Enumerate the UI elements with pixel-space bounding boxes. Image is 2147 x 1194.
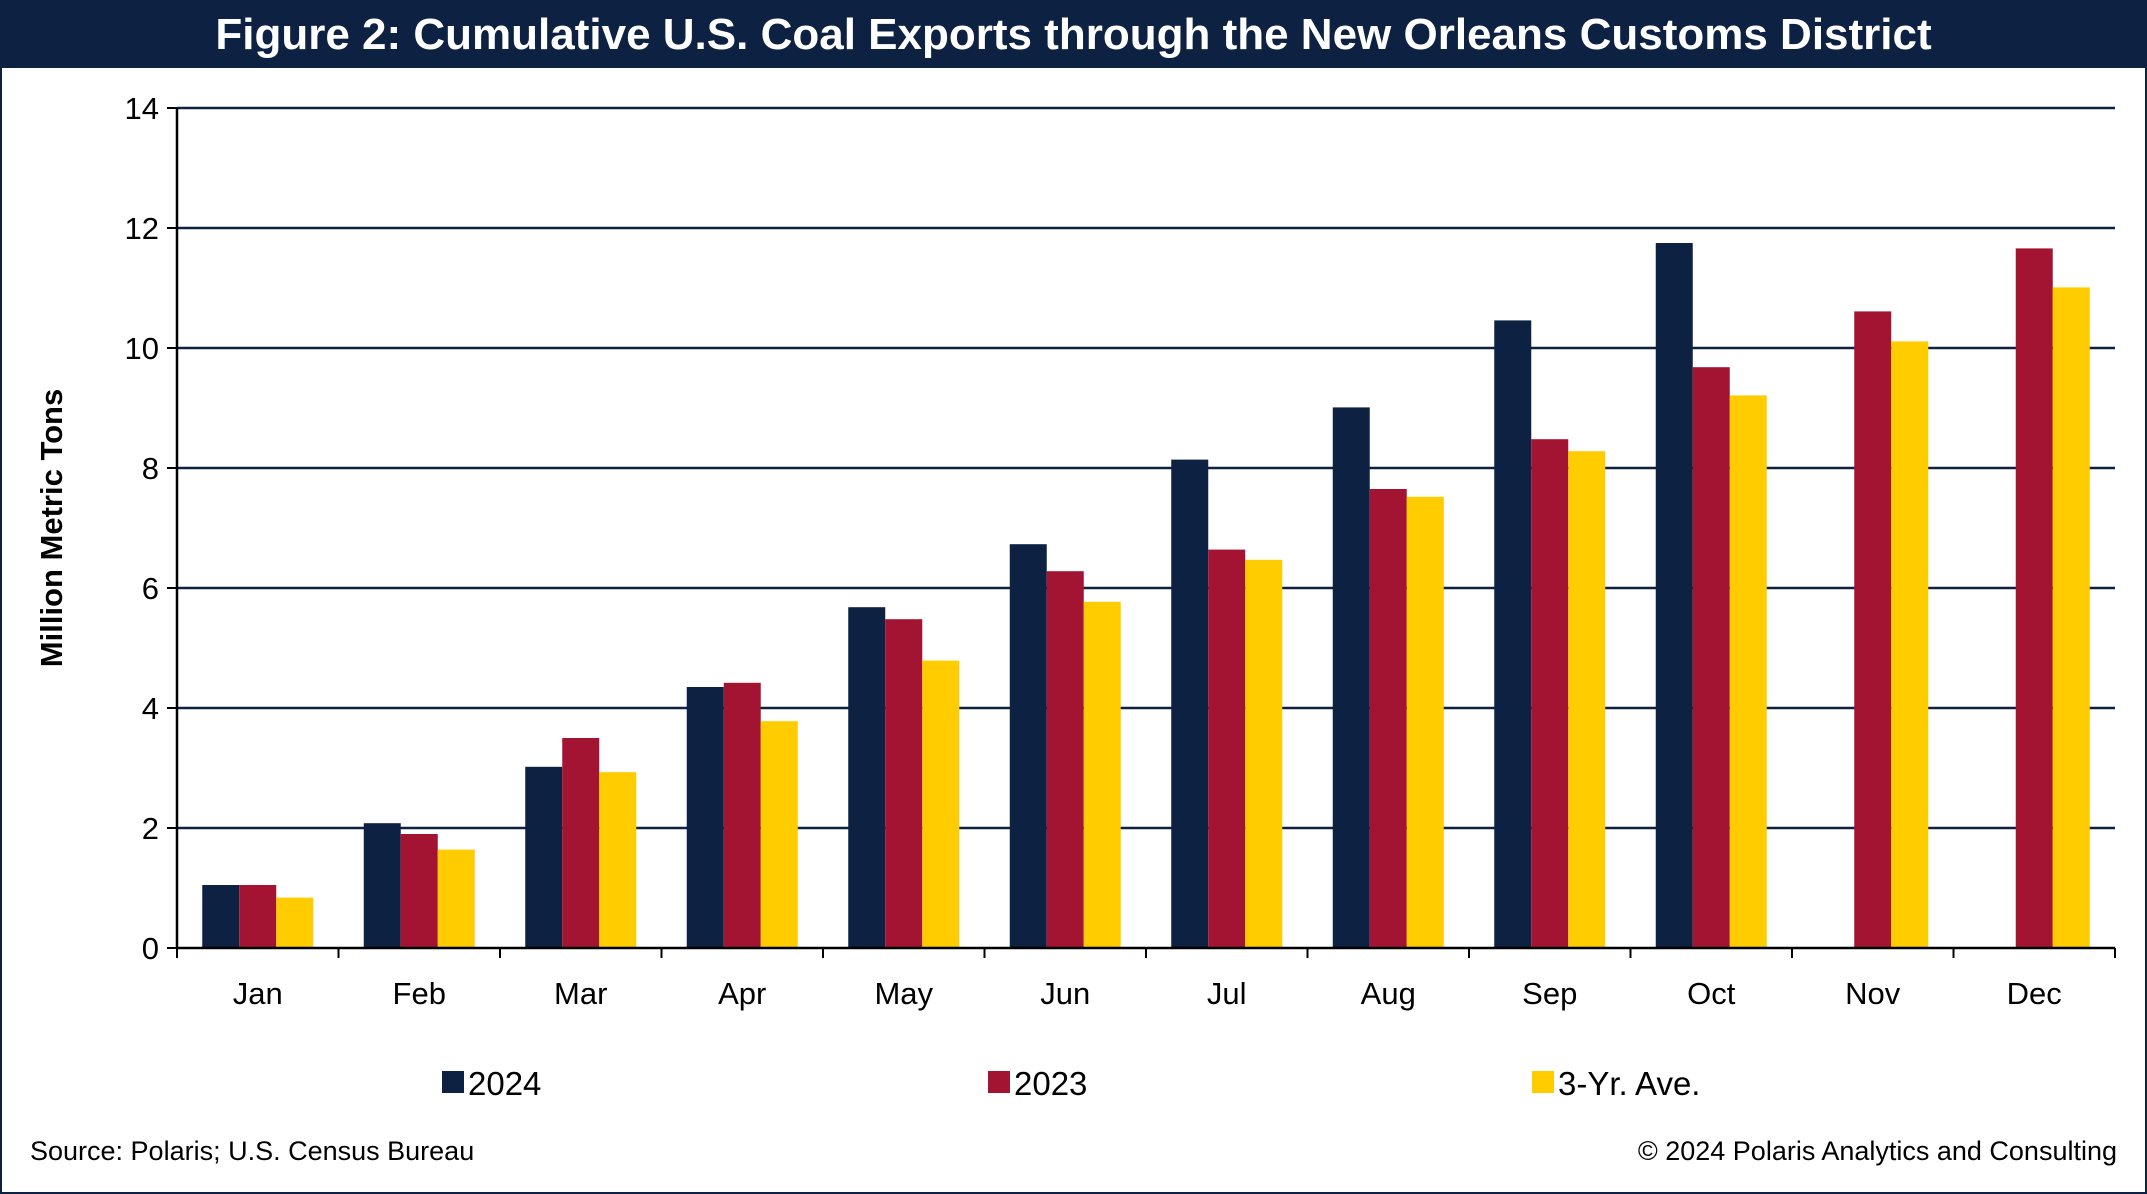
x-tick-label: Dec (2007, 976, 2062, 1011)
bar-mar-2024 (525, 766, 563, 948)
y-axis-label: Million Metric Tons (34, 389, 69, 667)
x-tick-label: Jul (1207, 976, 1247, 1011)
legend-swatch (988, 1071, 1010, 1093)
bar-may-3yr-ave (922, 660, 960, 948)
bar-feb-2024 (363, 823, 401, 948)
bar-nov-2023 (1854, 311, 1892, 948)
legend-label: 3-Yr. Ave. (1558, 1065, 1700, 1102)
bar-jan-2024 (202, 885, 240, 948)
grid-lines (177, 106, 2115, 830)
x-tick-label: May (874, 976, 933, 1011)
bar-nov-3yr-ave (1891, 341, 1929, 948)
bar-jan-3yr-ave (276, 897, 314, 948)
bar-oct-2023 (1692, 367, 1730, 948)
y-tick-label: 2 (142, 811, 159, 846)
bar-mar-3yr-ave (599, 772, 637, 948)
bar-jun-2024 (1009, 544, 1047, 948)
title-bar: Figure 2: Cumulative U.S. Coal Exports t… (2, 2, 2145, 68)
bar-apr-2023 (723, 682, 761, 948)
bar-dec-3yr-ave (2052, 287, 2090, 948)
source-note: Source: Polaris; U.S. Census Bureau (30, 1136, 475, 1166)
bar-jan-2023 (239, 885, 277, 948)
chart-title: Figure 2: Cumulative U.S. Coal Exports t… (215, 10, 1932, 59)
y-tick-label: 0 (142, 931, 159, 966)
bar-apr-3yr-ave (760, 721, 798, 948)
copyright-note: © 2024 Polaris Analytics and Consulting (1637, 1136, 2117, 1166)
bar-oct-3yr-ave (1729, 395, 1767, 948)
legend-label: 2024 (468, 1065, 541, 1102)
bar-feb-3yr-ave (437, 849, 475, 948)
x-tick-label: Jan (233, 976, 283, 1011)
y-tick-label: 14 (125, 91, 159, 126)
y-tick-label: 4 (142, 691, 159, 726)
y-tick-label: 6 (142, 571, 159, 606)
x-tick-label: Sep (1522, 976, 1577, 1011)
x-tick-label: Aug (1361, 976, 1416, 1011)
bar-dec-2023 (2015, 248, 2053, 948)
bar-oct-2024 (1655, 243, 1693, 948)
axes (167, 107, 2116, 958)
x-tick-label: Apr (718, 976, 766, 1011)
bar-sep-2024 (1494, 320, 1532, 948)
bar-sep-3yr-ave (1568, 451, 1606, 948)
bar-feb-2023 (400, 834, 438, 948)
x-tick-label: Mar (554, 976, 607, 1011)
bar-jul-2023 (1208, 549, 1246, 948)
bar-jun-2023 (1046, 571, 1084, 948)
bar-aug-2024 (1332, 407, 1370, 948)
x-tick-label: Feb (393, 976, 446, 1011)
bar-apr-2024 (686, 687, 724, 948)
bar-jun-3yr-ave (1083, 601, 1121, 948)
bar-aug-2023 (1369, 489, 1407, 948)
x-tick-label: Nov (1845, 976, 1901, 1011)
bar-may-2024 (848, 607, 886, 948)
bars (202, 243, 2090, 948)
bar-may-2023 (885, 619, 923, 948)
y-tick-label: 12 (125, 211, 159, 246)
bar-jul-3yr-ave (1245, 559, 1283, 948)
bar-sep-2023 (1531, 439, 1569, 948)
bar-jul-2024 (1171, 459, 1209, 948)
bar-aug-3yr-ave (1406, 496, 1444, 948)
legend-swatch (442, 1071, 464, 1093)
x-tick-label: Oct (1687, 976, 1736, 1011)
y-tick-label: 10 (125, 331, 159, 366)
y-tick-label: 8 (142, 451, 159, 486)
legend-label: 2023 (1014, 1065, 1087, 1102)
legend: 2024 2023 3-Yr. Ave. (442, 1065, 1700, 1102)
x-tick-label: Jun (1040, 976, 1090, 1011)
bar-mar-2023 (562, 738, 600, 948)
tick-labels: 0 2 4 6 8 10 12 14 Jan Feb Mar Apr May Jun Jul Aug Sep Oc… (34, 91, 2062, 1011)
legend-swatch (1532, 1071, 1554, 1093)
